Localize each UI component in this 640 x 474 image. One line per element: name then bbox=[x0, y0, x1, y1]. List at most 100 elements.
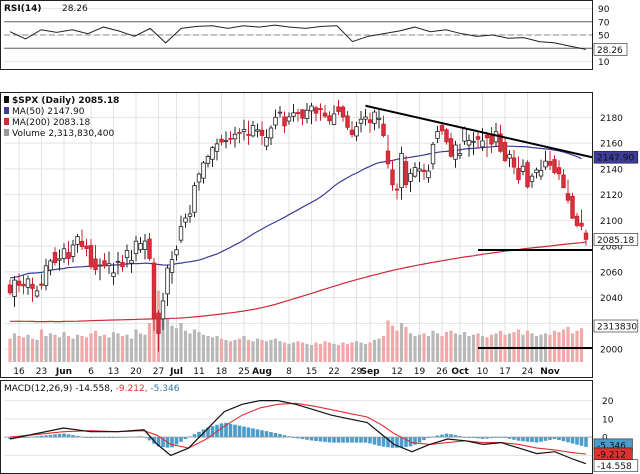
volume-bar bbox=[107, 337, 111, 362]
volume-bar bbox=[390, 325, 395, 362]
macd-histogram-bar bbox=[287, 436, 291, 438]
volume-bar bbox=[386, 320, 390, 362]
candle-body bbox=[156, 312, 161, 334]
volume-bar bbox=[566, 326, 570, 362]
candle-body bbox=[381, 123, 386, 137]
macd-histogram-bar bbox=[48, 434, 53, 438]
candle-body bbox=[295, 112, 301, 114]
x-tick-label: 20 bbox=[130, 367, 142, 377]
macd-histogram-bar bbox=[489, 437, 494, 439]
candle-body bbox=[493, 131, 499, 143]
candle-body bbox=[444, 129, 449, 143]
macd-histogram-bar bbox=[323, 437, 327, 442]
candle-body bbox=[264, 137, 269, 147]
macd-histogram-bar bbox=[206, 427, 210, 438]
candle-body bbox=[408, 173, 413, 182]
volume-bar bbox=[21, 337, 26, 362]
volume-bar bbox=[39, 329, 44, 362]
x-tick-label: 15 bbox=[306, 367, 317, 377]
candle-body bbox=[565, 193, 571, 201]
volume-bar bbox=[89, 333, 93, 362]
volume-bar bbox=[138, 333, 143, 362]
macd-histogram-bar bbox=[62, 433, 66, 438]
candle-body bbox=[349, 129, 355, 135]
macd-histogram-bar bbox=[300, 437, 305, 440]
candle-body bbox=[457, 153, 463, 156]
macd-histogram-bar bbox=[485, 437, 489, 439]
candle-body bbox=[390, 169, 395, 186]
macd-histogram-bar bbox=[359, 437, 363, 443]
macd-histogram-bar bbox=[296, 437, 300, 439]
volume-bar bbox=[363, 343, 368, 362]
macd-histogram-bar bbox=[552, 437, 557, 440]
volume-bar bbox=[183, 330, 188, 362]
volume-bar bbox=[197, 332, 201, 362]
volume-bar bbox=[377, 338, 381, 362]
x-tick-label: 10 bbox=[477, 367, 489, 377]
macd-histogram-bar bbox=[399, 437, 404, 448]
macd-histogram-bar bbox=[354, 437, 359, 443]
volume-bar bbox=[395, 330, 399, 362]
volume-bar bbox=[273, 338, 278, 362]
candle-body bbox=[205, 156, 211, 164]
candle-body bbox=[48, 260, 53, 271]
candle-body bbox=[471, 140, 476, 143]
volume-bar bbox=[575, 330, 579, 362]
candle-body bbox=[268, 127, 274, 139]
ma50-value-tag-box bbox=[593, 150, 639, 164]
volume-bar bbox=[314, 342, 318, 362]
candle-body bbox=[192, 185, 197, 213]
candle-body bbox=[538, 170, 544, 177]
candle-body bbox=[336, 106, 341, 112]
candle-body bbox=[304, 109, 310, 120]
candle-body bbox=[286, 116, 292, 122]
macd-histogram-bar bbox=[269, 432, 273, 438]
candle-body bbox=[421, 169, 427, 172]
macd-legend-hist: -5.346 bbox=[150, 384, 179, 394]
volume-bar bbox=[111, 332, 116, 362]
volume-bar bbox=[201, 334, 206, 362]
macd-hist-tag: -5.346 bbox=[597, 441, 626, 451]
macd-histogram-bar bbox=[332, 437, 336, 443]
candle-body bbox=[142, 240, 148, 250]
x-tick-label: Nov bbox=[540, 367, 560, 377]
x-tick-label: 8 bbox=[286, 367, 292, 377]
volume-bar bbox=[381, 336, 386, 362]
candle-body bbox=[574, 215, 580, 226]
candle-body bbox=[174, 249, 179, 256]
candle-body bbox=[259, 129, 265, 136]
candle-body bbox=[507, 154, 512, 159]
macd-value-tag: -14.558 bbox=[597, 462, 632, 472]
macd-histogram-bar bbox=[543, 437, 548, 441]
volume-bar bbox=[399, 323, 404, 362]
macd-histogram-bar bbox=[435, 435, 440, 438]
price-tick-label: 2140 bbox=[600, 165, 623, 175]
macd-histogram-bar bbox=[327, 437, 332, 443]
candle-body bbox=[165, 267, 170, 295]
volume-bar bbox=[372, 339, 377, 362]
macd-histogram-bar bbox=[8, 437, 12, 439]
volume-bar bbox=[192, 329, 197, 362]
volume-bar bbox=[431, 330, 435, 362]
price-frame bbox=[0, 92, 593, 378]
candle-body bbox=[160, 300, 166, 320]
candle-body bbox=[52, 252, 58, 263]
volume-bar bbox=[143, 334, 147, 362]
macd-histogram-bar bbox=[273, 432, 278, 438]
rsi-tick-label: 10 bbox=[598, 58, 610, 68]
volume-value-tag-box bbox=[593, 319, 639, 333]
volume-bar bbox=[264, 341, 269, 362]
volume-bar bbox=[291, 342, 296, 362]
volume-bar bbox=[453, 333, 458, 362]
macd-histogram-bar bbox=[458, 436, 462, 438]
macd-histogram-bar bbox=[444, 433, 449, 438]
candle-body bbox=[169, 259, 175, 273]
x-tick-label: 12 bbox=[391, 367, 402, 377]
volume-bar bbox=[332, 343, 336, 362]
x-tick-label: 6 bbox=[88, 367, 94, 377]
volume-bar bbox=[129, 338, 134, 362]
ma50-legend: MA(50) 2147.90 bbox=[12, 107, 85, 117]
price-tick-label: 2080 bbox=[600, 243, 623, 253]
trendline-line bbox=[365, 104, 593, 159]
